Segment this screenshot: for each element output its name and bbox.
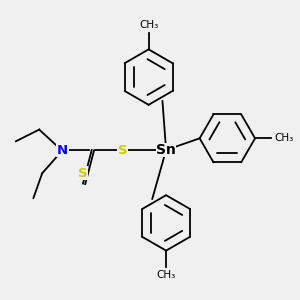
Text: N: N	[57, 143, 68, 157]
Text: S: S	[118, 143, 127, 157]
Text: CH₃: CH₃	[157, 270, 176, 280]
Text: S: S	[78, 167, 88, 180]
Text: Sn: Sn	[156, 143, 176, 157]
Text: CH₃: CH₃	[274, 133, 294, 143]
Text: CH₃: CH₃	[139, 20, 158, 30]
